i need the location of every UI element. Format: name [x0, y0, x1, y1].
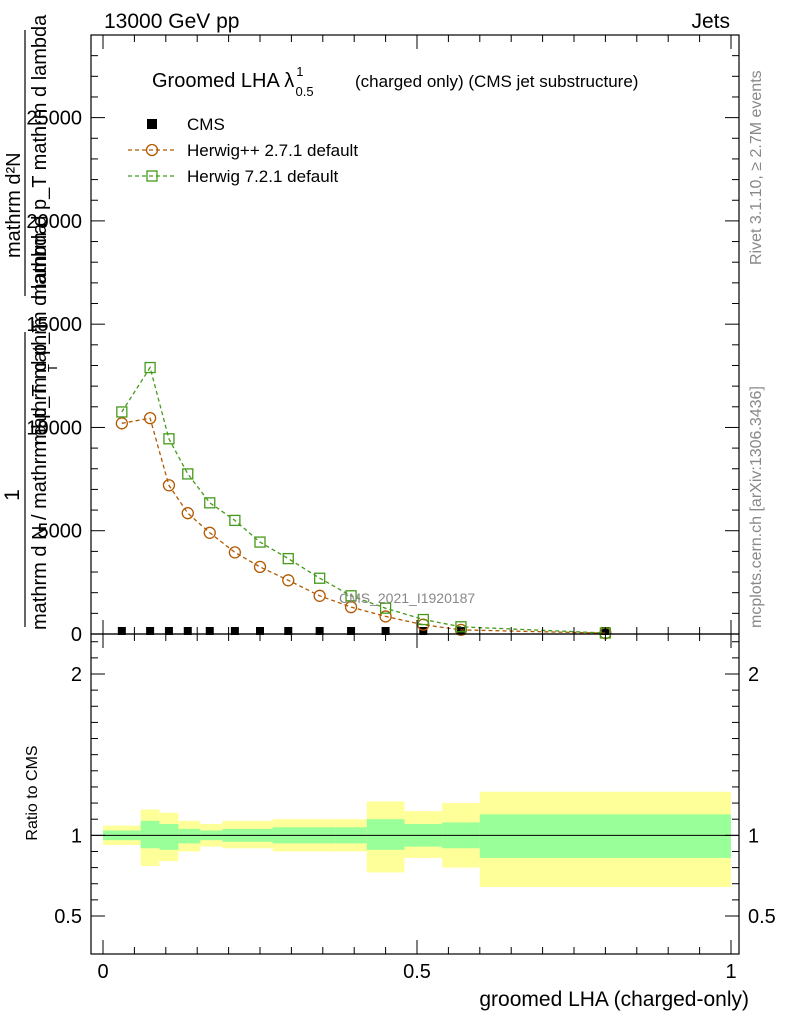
herwig7-point [182, 468, 194, 480]
chart-title-sub: 0.5 [296, 84, 314, 99]
herwig7-point [314, 572, 326, 584]
cms-data-point [183, 627, 192, 635]
legend-herwig7-marker [146, 170, 158, 182]
cms-data-point [456, 627, 465, 635]
xtick-labels: 0 0.5 1 [97, 961, 736, 983]
ratio-tick-label-left: 1 [71, 825, 82, 847]
y-axis-label-denominator: mathrm d p_T mathrm d lambda [29, 14, 51, 300]
main-panel: 0 5000 10000 15000 20000 25000 [26, 34, 740, 646]
ratio-inner-band [159, 824, 179, 850]
cms-data-point [164, 627, 173, 635]
main-ytick-labels: 0 5000 10000 15000 20000 25000 [26, 108, 82, 646]
analysis-tag: CMS_2021_I1920187 [339, 590, 475, 606]
herwigpp-point [344, 600, 358, 614]
main-marks [115, 361, 612, 640]
category-label: Jets [691, 10, 730, 33]
cms-data-point [230, 627, 239, 635]
ratio-ticks [91, 634, 739, 954]
chart-title: Groomed LHA λ 1 0.5 [152, 64, 314, 99]
herwigpp-point [115, 417, 128, 430]
herwigpp-point [143, 412, 157, 425]
ratio-tick-label-right: 1 [748, 825, 759, 847]
y-tick-label: 10000 [26, 417, 82, 439]
cms-data-point [315, 627, 324, 635]
herwig7-point [282, 552, 294, 565]
y-tick-label: 5000 [38, 521, 83, 543]
y-axis-label-fraction-numerator: 1 [1, 489, 24, 501]
ratio-inner-band [140, 820, 160, 849]
cms-data-point [117, 627, 126, 635]
legend-herwigpp-label: Herwig++ 2.7.1 default [187, 141, 358, 160]
ratio-inner-band [178, 828, 201, 844]
y-tick-label: 25000 [26, 108, 82, 130]
energy-label: 13000 GeV pp [104, 10, 239, 33]
cms-data-point [347, 627, 356, 635]
ratio-frame [90, 633, 740, 955]
ratio-y-axis-label: Ratio to CMS [24, 745, 41, 840]
y-axis-label-numerator: mathrm d²N [3, 152, 25, 258]
y-tick-label: 15000 [26, 314, 82, 336]
x-axis-label: groomed LHA (charged-only) [479, 988, 749, 1011]
chart-title-sup: 1 [296, 64, 303, 79]
chart-title-main: Groomed LHA λ [152, 70, 294, 92]
x-tick-label: 0 [97, 961, 108, 983]
ratio-tick-label-right: 0.5 [748, 906, 776, 928]
herwigpp-point [282, 574, 295, 587]
x-tick-label: 0.5 [403, 961, 431, 983]
herwigpp-point [313, 589, 326, 602]
herwigpp-point [181, 507, 194, 520]
cms-data-point [419, 627, 428, 635]
ratio-inner-band [366, 819, 405, 850]
ratio-bands [103, 791, 731, 887]
herwigpp-point [253, 560, 267, 574]
rivet-version-label: Rivet 3.1.10, ≥ 2.7M events [748, 70, 765, 265]
y-axis-label-group: 1 mathrm d N / mathrm d p_T mathrm d lam… [1, 14, 60, 630]
legend-cms-label: CMS [187, 115, 225, 134]
y-axis-label-lower: mathrm d N / mathrm d p_T mathrm d lambd… [29, 223, 51, 630]
herwig7-point [229, 514, 241, 527]
ratio-tick-label-left: 2 [71, 664, 82, 686]
legend-herwig7-label: Herwig 7.2.1 default [187, 167, 338, 186]
series-line-2 [121, 365, 606, 634]
ratio-panel: 0.5 0.5 1 1 2 2 [54, 633, 776, 955]
herwigpp-point [162, 479, 176, 492]
cms-data-point [146, 627, 155, 635]
herwig7-point [163, 433, 175, 445]
x-tick-label: 1 [725, 961, 736, 983]
ratio-tick-labels: 0.5 0.5 1 1 2 2 [54, 664, 776, 928]
cms-data-point [205, 627, 214, 635]
y-axis-label-denominator-extra: mathrm d p_T [29, 321, 51, 445]
cms-data-point [284, 627, 293, 635]
herwig7-point [204, 497, 216, 509]
main-ticks [91, 34, 739, 635]
herwig7-point [345, 590, 357, 602]
mcplots-label: mcplots.cern.ch [arXiv:1306.3436] [748, 386, 765, 628]
y-axis-label-subscript: T [45, 364, 60, 372]
ratio-tick-label-right: 2 [748, 664, 759, 686]
legend-herwigpp-marker [145, 143, 159, 157]
herwigpp-point [228, 546, 242, 559]
herwig7-point [144, 361, 156, 374]
herwig7-point [455, 621, 467, 633]
y-tick-label: 20000 [26, 211, 82, 233]
herwigpp-point [379, 610, 392, 623]
herwig7-point [417, 613, 429, 626]
ratio-inner-band [479, 814, 731, 858]
chart-subtitle: (charged only) (CMS jet substructure) [355, 72, 638, 91]
y-tick-label: 0 [71, 624, 82, 646]
legend: CMS Herwig++ 2.7.1 default Herwig 7.2.1 … [128, 115, 358, 186]
herwig7-point [379, 602, 392, 614]
ratio-tick-label-left: 0.5 [54, 906, 82, 928]
herwigpp-point [203, 526, 216, 539]
series-line-1 [121, 417, 606, 634]
herwig7-point [116, 406, 128, 418]
legend-cms-marker [147, 119, 157, 129]
herwig7-point [254, 536, 266, 548]
